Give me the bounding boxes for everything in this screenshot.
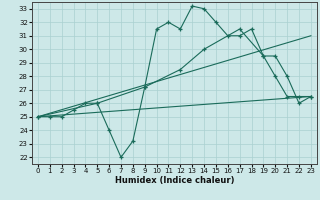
- X-axis label: Humidex (Indice chaleur): Humidex (Indice chaleur): [115, 176, 234, 185]
